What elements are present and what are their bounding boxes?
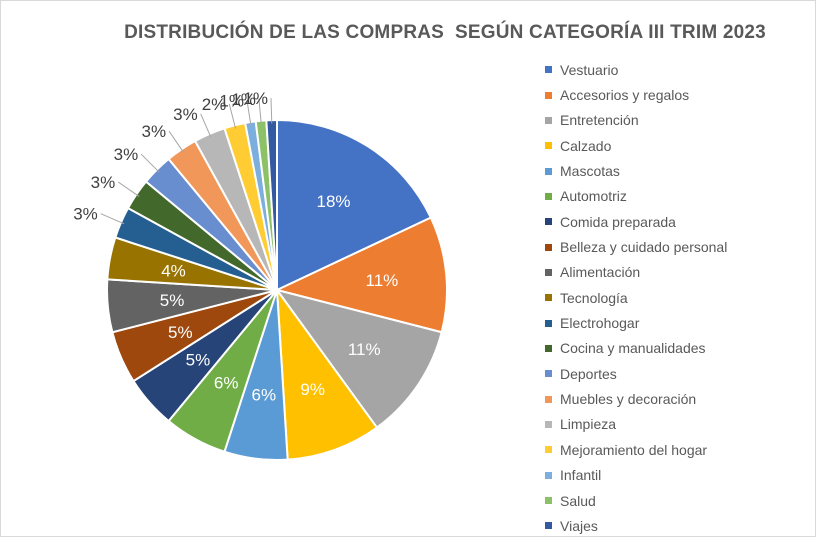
legend-label: Entretención <box>560 112 639 129</box>
data-label-mejoramiento-del-hogar: 2% <box>202 95 227 114</box>
data-label-infantil: 1% <box>219 91 244 110</box>
data-label-deportes: 3% <box>114 145 139 164</box>
legend-item-automotriz: Automotriz <box>545 184 727 209</box>
pie-slice-entretencion <box>274 288 443 429</box>
legend-label: Tecnología <box>560 289 628 306</box>
legend-swatch <box>545 66 552 74</box>
legend-label: Infantil <box>560 467 602 484</box>
legend-item-electrohogar: Electrohogar <box>545 310 727 335</box>
legend-label: Alimentación <box>560 264 641 281</box>
legend-label: Viajes <box>560 517 598 534</box>
legend-item-tecnologia: Tecnología <box>545 285 727 310</box>
leader-line-electrohogar <box>100 213 125 225</box>
legend-label: Calzado <box>560 137 612 154</box>
leader-line-viajes <box>270 98 273 124</box>
pie-slice-calzado <box>275 286 379 461</box>
data-label-cocina-y-manualidades: 3% <box>91 173 116 192</box>
data-label-entretencion: 11% <box>348 340 381 359</box>
legend-label: Salud <box>560 492 596 509</box>
legend-item-deportes: Deportes <box>545 361 727 386</box>
legend-label: Vestuario <box>560 61 619 78</box>
data-label-limpieza: 3% <box>173 105 198 124</box>
legend-label: Automotriz <box>560 188 627 205</box>
leader-line-mejoramiento-del-hogar <box>228 103 237 129</box>
legend-swatch <box>545 522 552 530</box>
leader-line-deportes <box>140 153 160 173</box>
legend-item-mascotas: Mascotas <box>545 158 727 183</box>
legend-item-accesorios-y-regalos: Accesorios y regalos <box>545 82 727 107</box>
data-label-comida-preparada: 5% <box>186 351 211 370</box>
legend-swatch <box>545 497 552 505</box>
legend-item-mejoramiento-del-hogar: Mejoramiento del hogar <box>545 437 727 462</box>
legend-item-salud: Salud <box>545 488 727 513</box>
legend-label: Belleza y cuidado personal <box>560 239 728 256</box>
legend-swatch <box>545 268 552 276</box>
data-label-muebles-y-decoracion: 3% <box>142 122 167 141</box>
legend-label: Deportes <box>560 365 617 382</box>
legend-swatch <box>545 142 552 150</box>
legend-item-limpieza: Limpieza <box>545 412 727 437</box>
leader-line-limpieza <box>200 113 212 138</box>
chart-title: DISTRIBUCIÓN DE LAS COMPRAS SEGÚN CATEGO… <box>124 22 766 43</box>
legend-swatch <box>545 167 552 175</box>
data-label-mascotas: 6% <box>252 386 277 405</box>
legend-item-belleza-y-cuidado-personal: Belleza y cuidado personal <box>545 234 727 259</box>
legend-item-comida-preparada: Comida preparada <box>545 209 727 234</box>
legend-item-alimentacion: Alimentación <box>545 260 727 285</box>
legend-item-muebles-y-decoracion: Muebles y decoración <box>545 386 727 411</box>
leader-line-infantil <box>246 100 252 126</box>
pie-slice-vestuario <box>276 118 433 292</box>
legend-swatch <box>545 91 552 99</box>
legend-swatch <box>545 446 552 454</box>
legend-item-entretencion: Entretención <box>545 108 727 133</box>
legend-swatch <box>545 116 552 124</box>
legend-label: Accesorios y regalos <box>560 87 690 104</box>
legend-swatch <box>545 243 552 251</box>
legend-swatch <box>545 344 552 352</box>
legend-label: Mejoramiento del hogar <box>560 441 708 458</box>
legend-label: Cocina y manualidades <box>560 340 706 357</box>
data-label-automotriz: 6% <box>214 373 239 392</box>
legend-swatch <box>545 420 552 428</box>
legend-item-cocina-y-manualidades: Cocina y manualidades <box>545 336 727 361</box>
legend-item-calzado: Calzado <box>545 133 727 158</box>
data-label-electrohogar: 3% <box>73 205 98 224</box>
legend-swatch <box>545 319 552 327</box>
legend-item-vestuario: Vestuario <box>545 57 727 82</box>
data-label-vestuario: 18% <box>316 192 350 211</box>
data-label-tecnologia: 4% <box>161 261 186 280</box>
legend-swatch <box>545 370 552 378</box>
legend-swatch <box>545 471 552 479</box>
data-label-calzado: 9% <box>300 380 325 399</box>
legend-label: Muebles y decoración <box>560 391 697 408</box>
leader-line-muebles-y-decoracion <box>168 130 184 153</box>
data-label-viajes: 1% <box>243 89 268 108</box>
data-label-salud: 1% <box>231 90 256 109</box>
leader-line-cocina-y-manualidades <box>117 181 140 197</box>
legend: Vestuario Accesorios y regalos Entretenció… <box>545 57 727 539</box>
pie-slice-accesorios-y-regalos <box>274 216 448 334</box>
legend-item-viajes: Viajes <box>545 513 727 538</box>
data-label-belleza-y-cuidado-personal: 5% <box>168 323 193 342</box>
data-label-alimentacion: 5% <box>160 291 185 310</box>
legend-swatch <box>545 294 552 302</box>
data-label-accesorios-y-regalos: 11% <box>366 271 399 290</box>
leader-line-salud <box>258 98 262 125</box>
legend-item-infantil: Infantil <box>545 463 727 488</box>
legend-swatch <box>545 395 552 403</box>
legend-swatch <box>545 218 552 226</box>
legend-swatch <box>545 192 552 200</box>
legend-label: Electrohogar <box>560 315 640 332</box>
legend-label: Limpieza <box>560 416 617 433</box>
legend-label: Mascotas <box>560 163 620 180</box>
legend-label: Comida preparada <box>560 213 676 230</box>
